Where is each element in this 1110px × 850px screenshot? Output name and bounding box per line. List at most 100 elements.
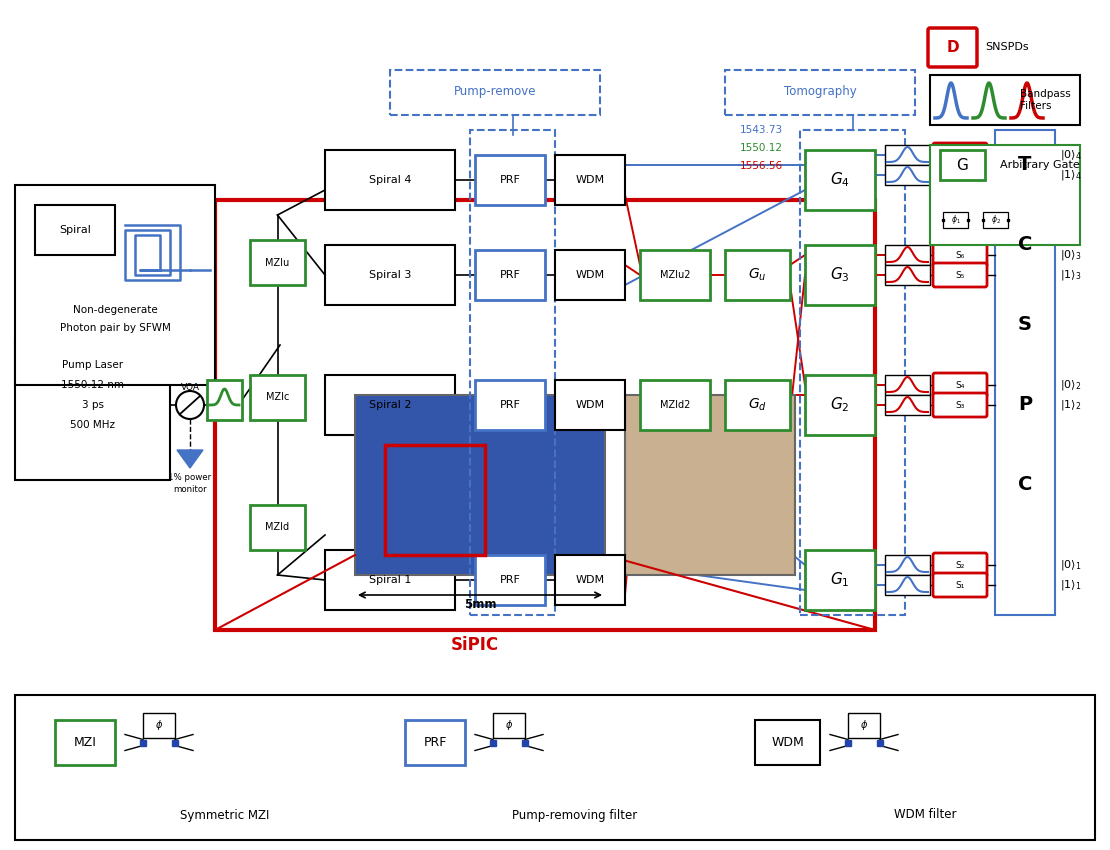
Bar (555, 555, 625, 605)
Bar (848, 712, 880, 738)
Polygon shape (176, 450, 203, 468)
Text: WDM: WDM (771, 736, 804, 749)
Bar (475, 155, 545, 205)
Text: 500 MHz: 500 MHz (70, 420, 115, 430)
Text: MZId: MZId (265, 523, 290, 532)
Text: S₅: S₅ (956, 270, 965, 280)
Text: $G_d$: $G_d$ (748, 397, 767, 413)
Text: $G_2$: $G_2$ (830, 395, 850, 414)
Text: WDM: WDM (575, 400, 605, 410)
Bar (725, 250, 790, 300)
Text: PRF: PRF (423, 736, 446, 749)
Text: Pump-remove: Pump-remove (454, 86, 536, 99)
Bar (885, 165, 930, 185)
Bar (206, 380, 242, 420)
Bar (475, 250, 545, 300)
Bar (325, 150, 455, 210)
Bar (885, 555, 930, 575)
Text: $|0\rangle_4$: $|0\rangle_4$ (1060, 148, 1082, 162)
Text: $G_4$: $G_4$ (830, 171, 850, 190)
Bar (36, 205, 115, 255)
Text: 3 ps: 3 ps (81, 400, 103, 410)
Text: MZIu: MZIu (265, 258, 290, 268)
Text: Arbitrary Gate: Arbitrary Gate (1000, 160, 1080, 170)
Text: 1% power: 1% power (169, 473, 212, 481)
Text: $\phi$: $\phi$ (860, 718, 868, 732)
Bar (355, 395, 605, 575)
Bar (475, 555, 545, 605)
Bar (250, 240, 305, 285)
Bar (885, 375, 930, 395)
Text: MZI: MZI (73, 736, 97, 749)
Text: S₁: S₁ (956, 581, 965, 590)
Text: $\phi_2$: $\phi_2$ (990, 213, 1000, 226)
Text: C: C (1018, 235, 1032, 254)
Text: S: S (1018, 315, 1032, 335)
Text: $|1\rangle_1$: $|1\rangle_1$ (1060, 578, 1081, 592)
Bar (625, 395, 795, 575)
Text: PRF: PRF (500, 575, 521, 585)
FancyBboxPatch shape (934, 573, 987, 597)
Bar (475, 380, 545, 430)
Bar (143, 712, 175, 738)
Bar (390, 70, 601, 115)
Text: PRF: PRF (500, 175, 521, 185)
Text: SNSPDs: SNSPDs (985, 42, 1029, 53)
Bar (16, 340, 170, 480)
Bar (325, 375, 455, 435)
Text: $|0\rangle_1$: $|0\rangle_1$ (1060, 558, 1081, 572)
Bar (800, 130, 905, 615)
Bar (325, 245, 455, 305)
FancyBboxPatch shape (934, 393, 987, 417)
Text: Spiral: Spiral (59, 225, 91, 235)
Text: Bandpass
Filters: Bandpass Filters (1020, 89, 1071, 110)
Bar (805, 375, 875, 435)
Text: $|1\rangle_4$: $|1\rangle_4$ (1060, 168, 1082, 182)
Text: D: D (946, 40, 959, 55)
Bar (885, 395, 930, 415)
Text: S₄: S₄ (956, 381, 965, 389)
Text: $\phi$: $\phi$ (505, 718, 513, 732)
Bar (405, 720, 465, 765)
Text: 1550.12 nm: 1550.12 nm (61, 380, 124, 390)
Bar (385, 445, 485, 555)
Text: G: G (957, 157, 968, 173)
Bar (944, 212, 968, 228)
Bar (725, 70, 915, 115)
Text: Spiral 3: Spiral 3 (369, 270, 411, 280)
Bar (493, 712, 525, 738)
Text: $|1\rangle_2$: $|1\rangle_2$ (1060, 398, 1081, 412)
Text: S₂: S₂ (956, 560, 965, 570)
Text: S₃: S₃ (956, 400, 965, 410)
Bar (995, 130, 1054, 615)
Bar (250, 375, 305, 420)
Bar (885, 265, 930, 285)
Bar (470, 130, 555, 615)
Text: $G_1$: $G_1$ (830, 570, 850, 589)
Text: WDM: WDM (575, 175, 605, 185)
Text: WDM: WDM (575, 575, 605, 585)
FancyBboxPatch shape (934, 553, 987, 577)
Bar (555, 380, 625, 430)
Text: $|0\rangle_2$: $|0\rangle_2$ (1060, 378, 1081, 392)
Text: Spiral 4: Spiral 4 (369, 175, 411, 185)
Text: 1543.73: 1543.73 (740, 125, 784, 135)
Text: Symmetric MZI: Symmetric MZI (180, 808, 270, 821)
Text: monitor: monitor (173, 484, 206, 494)
Text: Pump-removing filter: Pump-removing filter (513, 808, 637, 821)
Bar (325, 550, 455, 610)
Text: S₆: S₆ (956, 251, 965, 259)
Bar (930, 75, 1080, 125)
Text: Photon pair by SFWM: Photon pair by SFWM (60, 323, 171, 333)
Bar (983, 212, 1008, 228)
Text: Spiral 1: Spiral 1 (369, 575, 411, 585)
Text: T: T (1018, 156, 1031, 174)
FancyBboxPatch shape (934, 263, 987, 287)
Text: PRF: PRF (500, 400, 521, 410)
Bar (885, 575, 930, 595)
Text: Spiral 2: Spiral 2 (369, 400, 411, 410)
Bar (885, 245, 930, 265)
Text: S₈: S₈ (956, 150, 965, 160)
Text: MZId2: MZId2 (659, 400, 690, 410)
Text: WDM: WDM (575, 270, 605, 280)
